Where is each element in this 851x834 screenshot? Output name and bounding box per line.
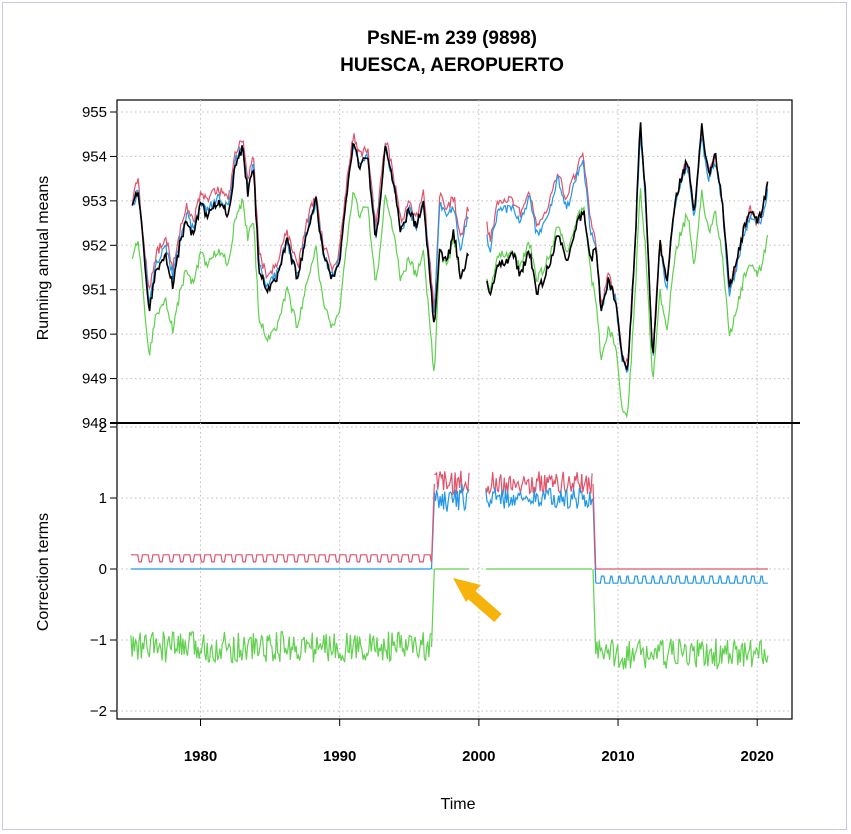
green-jump-2008 xyxy=(592,568,597,655)
series-line-green-corr xyxy=(130,568,769,670)
x-tick-label: 2020 xyxy=(741,748,774,765)
top-panel: 948 949 950 951 952 953 954 955 xyxy=(82,99,800,432)
red-jump-1997 xyxy=(430,483,435,562)
bottom-y-tick-label: 2 xyxy=(99,419,107,436)
series-line-green xyxy=(131,188,769,419)
chart-title-line1: PsNE-m 239 (9898) xyxy=(367,28,537,49)
arrow-icon xyxy=(453,578,502,623)
top-y-tick-label: 950 xyxy=(82,326,107,343)
top-y-tick-label: 952 xyxy=(82,237,107,254)
x-axis-label: Time xyxy=(441,796,476,813)
chart-title-line2: HUESCA, AEROPUERTO xyxy=(340,55,564,76)
top-y-tick-label: 948 xyxy=(82,415,107,432)
bottom-y-tick-label: 0 xyxy=(99,561,107,578)
series-line-black xyxy=(131,122,769,371)
x-tick-label: 1980 xyxy=(184,748,217,765)
bottom-panel: −2 −1 0 1 2 1980 1990 2000 2010 2020 xyxy=(90,419,793,765)
bottom-plot-frame xyxy=(116,422,793,720)
bottom-y-tick-label: −2 xyxy=(90,703,107,720)
bottom-y-tick-label: 1 xyxy=(99,490,107,507)
top-plot-frame xyxy=(116,99,793,424)
top-y-axis-label: Running annual means xyxy=(35,176,52,341)
top-y-tick-label: 951 xyxy=(82,282,107,299)
green-jump-1997 xyxy=(430,568,435,648)
bottom-y-axis-label: Correction terms xyxy=(35,513,52,631)
x-tick-label: 2010 xyxy=(601,748,634,765)
bottom-y-tick-label: −1 xyxy=(90,632,107,649)
x-tick-label: 2000 xyxy=(462,748,495,765)
top-y-tick-label: 953 xyxy=(82,193,107,210)
red-jump-2008 xyxy=(592,483,597,570)
series-line-blue-corr xyxy=(130,483,768,584)
top-y-tick-label: 949 xyxy=(82,371,107,388)
series-line-red-corr xyxy=(130,470,768,570)
top-y-tick-label: 954 xyxy=(82,148,107,165)
x-tick-label: 1990 xyxy=(323,748,356,765)
top-y-tick-label: 955 xyxy=(82,104,107,121)
